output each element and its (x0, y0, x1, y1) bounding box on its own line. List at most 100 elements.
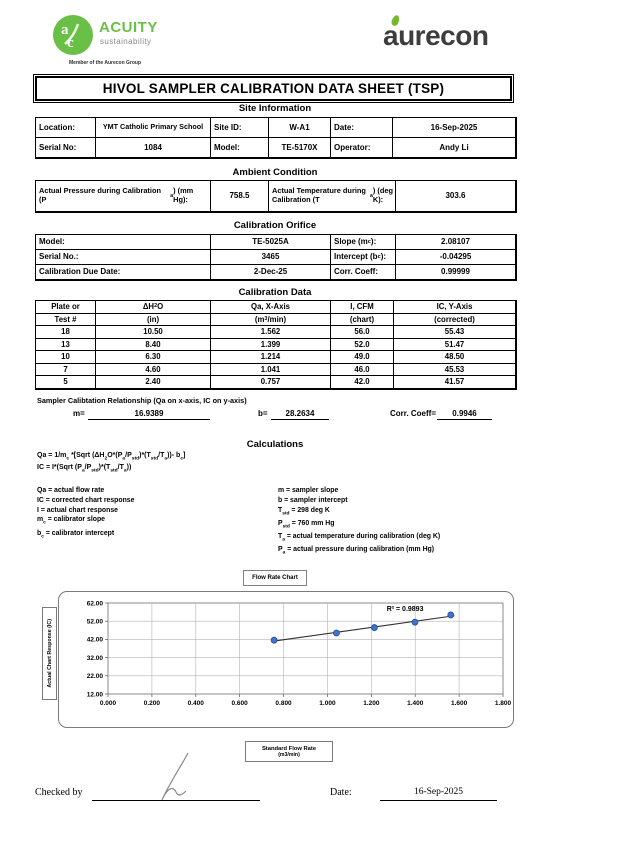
svg-text:52.00: 52.00 (87, 619, 104, 626)
column-subheader: (corrected) (394, 313, 516, 326)
table-cell: 46.0 (331, 363, 394, 376)
svg-text:42.00: 42.00 (87, 637, 104, 644)
table-cell: 56.0 (331, 326, 394, 339)
checked-by-label: Checked by (35, 787, 83, 798)
table-cell: 0.757 (211, 376, 331, 389)
column-header: Qa, X-Axis (211, 301, 331, 314)
svg-text:12.00: 12.00 (87, 691, 104, 698)
definitions-left: Qa = actual flow rate IC = corrected char… (37, 486, 134, 542)
table-cell: 1.214 (211, 351, 331, 364)
pressure-label: Actual Pressure during Calibration (P a) … (36, 181, 211, 212)
table-cell: 10.50 (96, 326, 211, 339)
definition-line: I = actual chart response (37, 506, 118, 514)
b-value: 28.2634 (271, 407, 329, 420)
location-label: Location: (36, 118, 96, 138)
svg-text:1.800: 1.800 (495, 700, 512, 707)
definition-line: Ta = actual temperature during calibrati… (278, 532, 441, 543)
acuity-monogram-icon: a c (53, 15, 93, 55)
svg-text:0.200: 0.200 (144, 700, 161, 707)
site-information-table: Location: YMT Catholic Primary School Si… (35, 117, 517, 159)
table-cell: 49.0 (331, 351, 394, 364)
m-label: m= (73, 409, 85, 418)
corr-coeff-value: 0.9946 (437, 407, 492, 420)
definitions-right: m = sampler slope b = sampler intercept Ts… (278, 486, 440, 558)
orifice-serial-label: Serial No.: (36, 250, 211, 265)
m-value: 16.9389 (88, 407, 210, 420)
column-subheader: Test # (36, 313, 96, 326)
corr-coeff-label: Corr. Coeff= (390, 409, 437, 418)
svg-text:c: c (67, 35, 74, 51)
table-cell: 8.40 (96, 338, 211, 351)
model-label: Model: (211, 138, 269, 158)
calibration-orifice-table: Model: TE-5025A Slope (m c): 2.08107 Seri… (35, 234, 517, 281)
orifice-slope-value: 2.08107 (396, 235, 516, 250)
table-cell: 6.30 (96, 351, 211, 364)
date-value: 16-Sep-2025 (393, 118, 516, 138)
pressure-value: 758.5 (211, 181, 269, 212)
footer-date-label: Date: (330, 787, 352, 798)
table-cell: 55.43 (394, 326, 516, 339)
definition-line: mc = calibrator slope (37, 516, 105, 526)
footer-date-value: 16-Sep-2025 (413, 787, 464, 797)
svg-text:0.600: 0.600 (232, 700, 249, 707)
definition-line: b = sampler intercept (278, 496, 348, 504)
temperature-label: Actual Temperature during Calibration (T… (269, 181, 396, 212)
definition-line: Pstd = 760 mm Hg (278, 519, 335, 530)
aurecon-logo: aurecon (383, 14, 489, 50)
table-cell: 5 (36, 376, 96, 389)
calculations-heading: Calculations (246, 439, 304, 450)
svg-text:22.00: 22.00 (87, 673, 104, 680)
table-cell: 41.57 (394, 376, 516, 389)
table-cell: 13 (36, 338, 96, 351)
definition-line: bc = calibrator intercept (37, 529, 115, 539)
orifice-model-value: TE-5025A (211, 235, 331, 250)
table-cell: 1.562 (211, 326, 331, 339)
orifice-corr-coeff-value: 0.99999 (396, 265, 516, 280)
table-cell: 18 (36, 326, 96, 339)
table-cell: 4.60 (96, 363, 211, 376)
svg-text:1.200: 1.200 (363, 700, 380, 707)
date-line (380, 800, 497, 801)
svg-text:0.800: 0.800 (275, 700, 292, 707)
table-cell: 1.041 (211, 363, 331, 376)
orifice-corr-coeff-label: Corr. Coeff: (331, 265, 396, 280)
serial-no-label: Serial No: (36, 138, 96, 158)
table-cell: 10 (36, 351, 96, 364)
serial-no-value: 1084 (96, 138, 211, 158)
definition-line: Pa = actual pressure during calibration … (278, 546, 435, 556)
date-label: Date: (331, 118, 393, 138)
orifice-due-date-value: 2-Dec-25 (211, 265, 331, 280)
ambient-condition-table: Actual Pressure during Calibration (P a) … (35, 180, 517, 213)
table-cell: 1.399 (211, 338, 331, 351)
acuity-logo: a c ACUITY sustainability Member of the … (52, 14, 262, 66)
table-cell: 42.0 (331, 376, 394, 389)
column-header: I, CFM (331, 301, 394, 314)
temperature-value: 303.6 (396, 181, 516, 212)
table-cell: 52.0 (331, 338, 394, 351)
column-subheader: (m 3/min) (211, 313, 331, 326)
svg-text:1.600: 1.600 (451, 700, 468, 707)
table-cell: 51.47 (394, 338, 516, 351)
ambient-condition-heading: Ambient Condition (232, 167, 318, 178)
acuity-logo-tagline: sustainability (100, 37, 152, 46)
orifice-intercept-value: -0.04295 (396, 250, 516, 265)
flow-rate-chart: 12.00 22.00 32.00 42.00 52.00 62.00 0.000 0.200… (58, 591, 514, 728)
acuity-member-text: Member of the Aurecon Group (69, 60, 142, 66)
site-id-value: W-A1 (269, 118, 331, 138)
table-cell: 7 (36, 363, 96, 376)
svg-text:62.00: 62.00 (87, 600, 104, 607)
relationship-caption: Sampler Calibtation Relationship (Qa on … (37, 396, 247, 405)
operator-label: Operator: (331, 138, 393, 158)
calibration-orifice-heading: Calibration Orifice (233, 220, 317, 231)
table-cell: 2.40 (96, 376, 211, 389)
operator-value: Andy Li (393, 138, 516, 158)
orifice-model-label: Model: (36, 235, 211, 250)
svg-text:0.400: 0.400 (188, 700, 205, 707)
qa-formula: Qa = 1/mc *[Sqrt (ΔH2O*(Pa/Pstd)*(Tstd/T… (37, 452, 186, 462)
table-cell: 45.53 (394, 363, 516, 376)
svg-text:1.400: 1.400 (407, 700, 424, 707)
model-value: TE-5170X (269, 138, 331, 158)
column-subheader: (chart) (331, 313, 394, 326)
checked-by-line (92, 800, 260, 801)
